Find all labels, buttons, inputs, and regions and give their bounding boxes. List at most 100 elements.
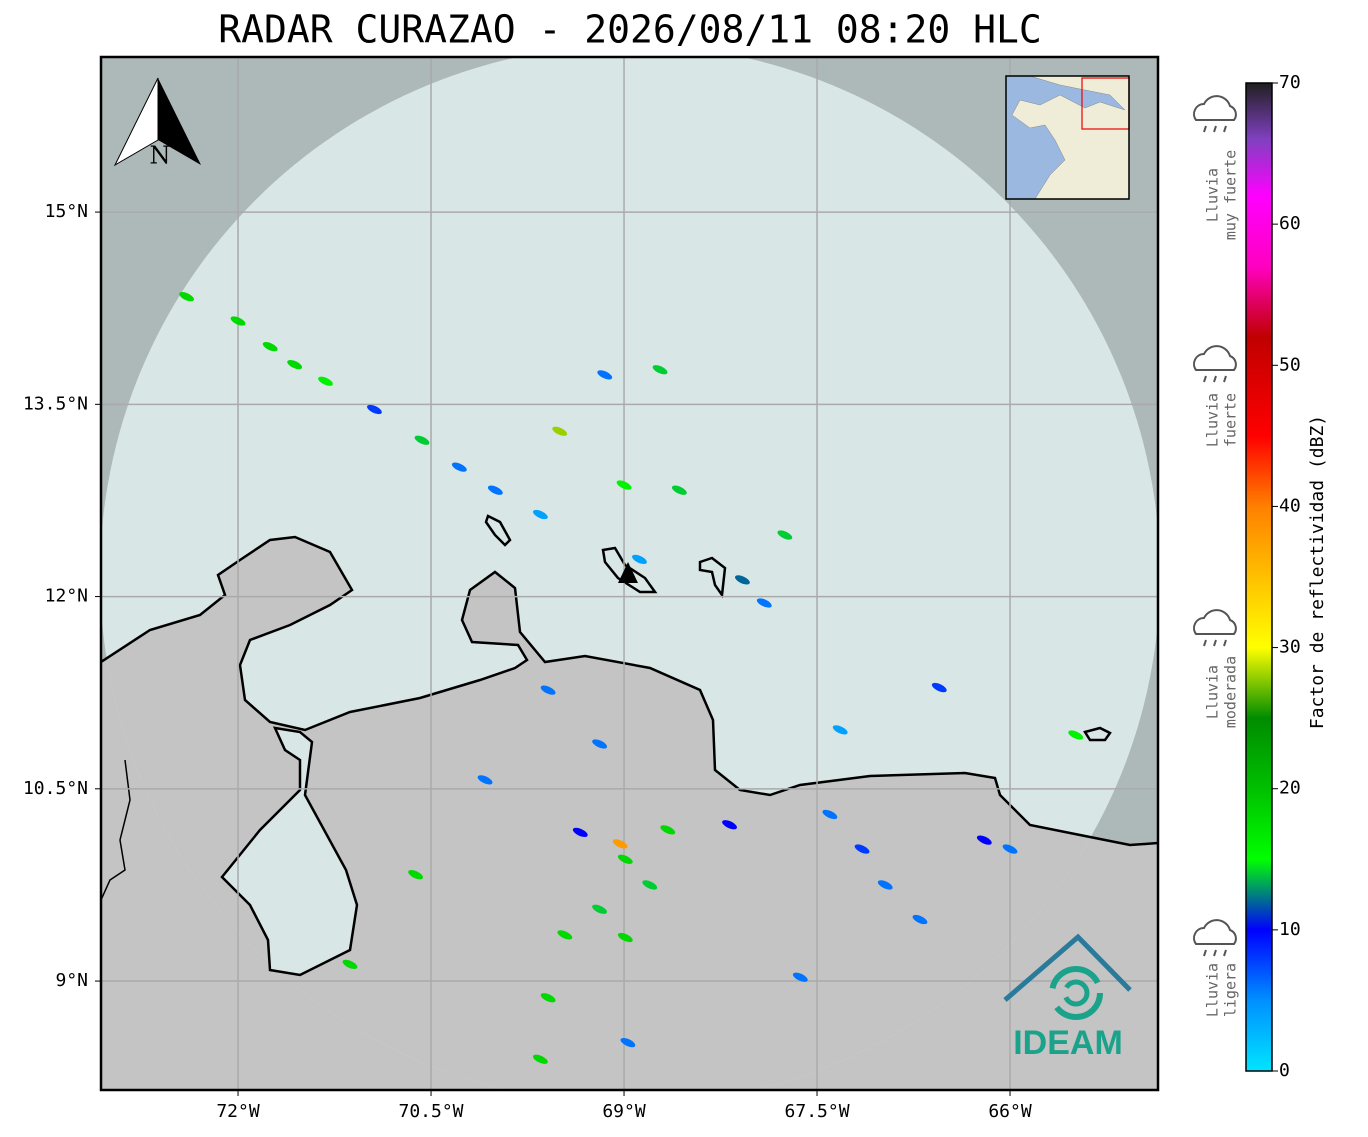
radar-echo [612, 839, 628, 849]
rain-drops [1203, 949, 1227, 957]
radar-echo [179, 292, 194, 302]
radar-echo [642, 880, 658, 890]
radar-echo [877, 880, 893, 890]
radar-echo [262, 342, 278, 352]
radar-echo [660, 825, 676, 835]
rain-drops [1203, 125, 1227, 133]
rain-drops [1203, 639, 1227, 647]
radar-echo [735, 575, 750, 585]
radar-echo [487, 485, 503, 495]
radar-echo [408, 870, 423, 880]
logo: IDEAM [1003, 933, 1132, 1062]
rain-drops [1203, 375, 1227, 383]
radar-echo [976, 835, 992, 845]
radar-echo [912, 914, 928, 925]
cloud-icon [1193, 95, 1237, 121]
radar-echo [552, 426, 568, 436]
bonaire [698, 556, 727, 599]
radar-echo [832, 725, 848, 735]
map-frame [99, 55, 1160, 1092]
radar-echo [572, 827, 588, 838]
colorbar-tick-label: 50 [1279, 354, 1301, 375]
radar-echo [617, 854, 633, 864]
rain-level-label: fuerte [1222, 393, 1240, 447]
cloud-icon [1193, 345, 1237, 371]
radar-echo [777, 530, 793, 540]
lon-tick-label: 66°W [988, 1101, 1032, 1122]
rain-level-label: moderada [1222, 656, 1240, 728]
colorbar-tick-label: 40 [1279, 495, 1301, 516]
border [101, 759, 131, 901]
colorbar-tick-label: 0 [1279, 1060, 1290, 1081]
colorbar-label: Factor de reflectividad (dBZ) [1307, 415, 1328, 729]
lon-tick-label: 69°W [602, 1101, 646, 1122]
colorbar-tick-label: 30 [1279, 637, 1301, 658]
radar-echo [414, 435, 430, 445]
radar-echo [722, 820, 737, 830]
radar-echo [477, 775, 493, 785]
radar-echo [632, 554, 647, 565]
rain-level: Lluvia muy fuerte [1193, 95, 1240, 240]
radar-echo [557, 930, 573, 940]
inset-map [1005, 75, 1130, 200]
colorbar-tick-label: 20 [1279, 778, 1301, 799]
title: RADAR CURAZAO - 2026/08/11 08:20 HLC [218, 8, 1042, 52]
radar-echo [287, 359, 303, 370]
radar-echo [620, 1037, 636, 1048]
radar-echo [597, 370, 613, 380]
rain-level-label: Lluvia [1204, 963, 1222, 1017]
lat-tick-label: 15°N [45, 201, 88, 222]
radar-echo [822, 809, 838, 820]
curacao [601, 546, 658, 594]
radar-echo [592, 739, 607, 749]
rain-level-label: ligera [1222, 963, 1240, 1017]
radar-echo [451, 462, 467, 472]
radar-echo [671, 485, 687, 495]
cloud-icon [1193, 919, 1237, 945]
radar-echo [532, 509, 548, 520]
lon-tick-label: 67.5°W [785, 1101, 850, 1122]
logo-text: IDEAM [1013, 1024, 1123, 1062]
radar-echo [367, 404, 382, 415]
lon-tick-label: 70.5°W [399, 1101, 464, 1122]
radar-echo [342, 959, 358, 970]
radar-echo [318, 376, 333, 386]
radar-echo [1002, 844, 1018, 854]
rain-level: Lluvia fuerte [1193, 345, 1240, 447]
lat-tick-label: 12°N [45, 586, 88, 607]
colorbar [1245, 82, 1273, 1072]
rain-level-label: Lluvia [1204, 393, 1222, 447]
radar-echo [931, 682, 947, 693]
lon-tick-label: 72°W [216, 1101, 260, 1122]
rain-level-label: Lluvia [1204, 168, 1222, 222]
lat-tick-label: 9°N [55, 970, 88, 991]
lake-maracaibo [220, 726, 359, 977]
cloud-icon [1193, 609, 1237, 635]
radar-echo [792, 972, 808, 982]
radar-echo [230, 316, 246, 326]
map: N IDEAM [101, 57, 1158, 1090]
compass-label: N [150, 142, 171, 170]
rain-level-label: muy fuerte [1222, 150, 1240, 240]
rain-level-label: Lluvia [1204, 665, 1222, 719]
lat-tick-label: 13.5°N [23, 393, 88, 414]
rain-level: Lluvia moderada [1193, 609, 1240, 728]
radar-echo [616, 480, 632, 490]
compass: N [113, 77, 201, 170]
colorbar-tick-label: 60 [1279, 213, 1301, 234]
radar-echo [617, 932, 633, 943]
radar-echo [540, 685, 556, 695]
lat-tick-label: 10.5°N [23, 778, 88, 799]
radar-echo [540, 993, 556, 1003]
radar-echo [592, 904, 607, 914]
aruba [484, 514, 512, 547]
colorbar-tick-label: 70 [1279, 72, 1301, 93]
radar-echo [854, 844, 870, 854]
rain-level: Lluvia ligera [1193, 919, 1240, 1017]
radar-echo [652, 365, 668, 375]
orchila [1083, 726, 1112, 742]
radar-echo [756, 598, 772, 608]
radar-echo [532, 1054, 548, 1064]
colorbar-tick-label: 10 [1279, 919, 1301, 940]
